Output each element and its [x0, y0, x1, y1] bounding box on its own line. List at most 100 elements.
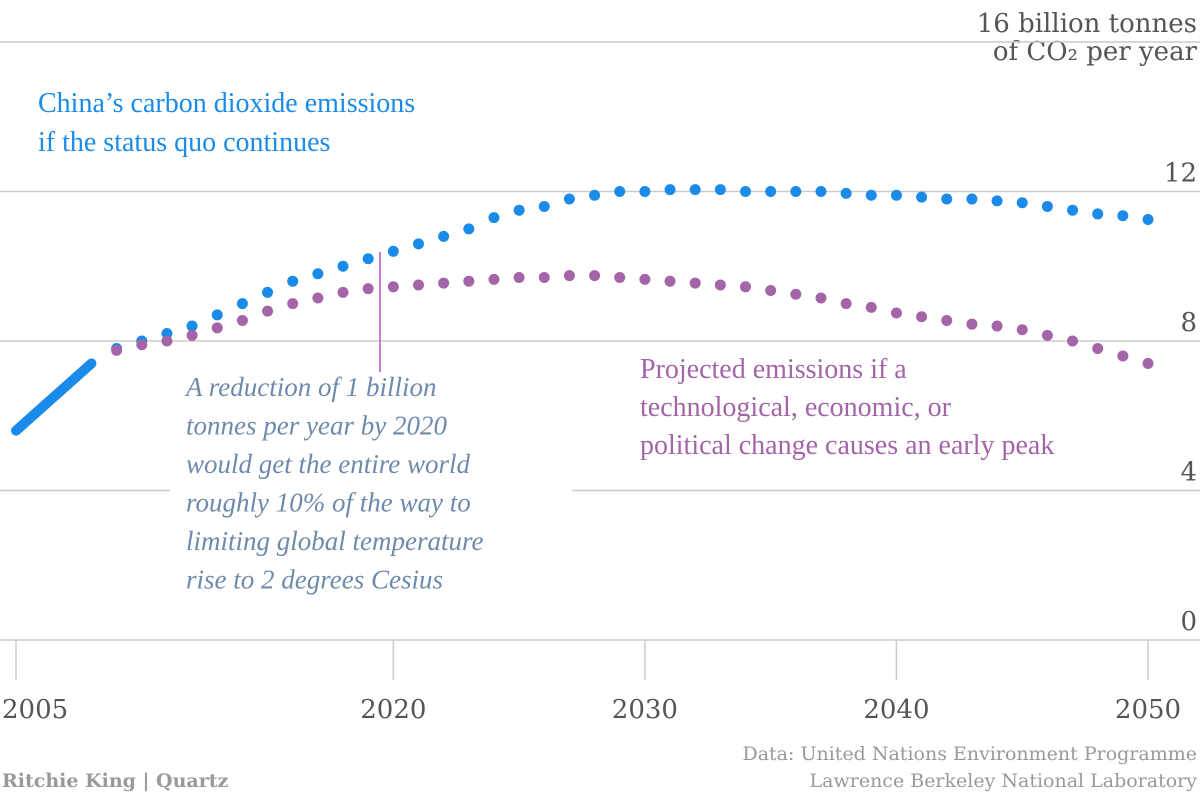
dot — [136, 339, 148, 351]
dot — [1041, 329, 1053, 341]
dot — [1117, 210, 1129, 222]
dot — [488, 212, 500, 224]
dot — [1067, 204, 1079, 216]
source: Data: United Nations Environment Program… — [742, 743, 1197, 765]
y-tick-label: 8 — [1180, 308, 1197, 338]
dot — [714, 279, 726, 291]
dot — [438, 277, 450, 289]
dot — [790, 186, 802, 197]
dot — [211, 309, 223, 321]
line — [11, 358, 97, 436]
x-tick-label: 2020 — [360, 695, 426, 725]
dot — [639, 273, 651, 285]
dot — [412, 238, 424, 250]
dot — [362, 283, 374, 295]
dot — [111, 344, 123, 356]
dot — [840, 187, 852, 199]
dot — [840, 298, 852, 310]
credit: Ritchie King | Quartz — [2, 770, 229, 792]
annotation: political change causes an early peak — [640, 430, 1054, 461]
dot — [337, 260, 349, 272]
dot — [740, 186, 752, 197]
dot — [689, 184, 701, 196]
dot — [966, 193, 978, 205]
dot — [1092, 342, 1104, 354]
y-tick-label: 4 — [1180, 458, 1197, 488]
dot — [488, 273, 500, 285]
dot — [287, 275, 299, 287]
dot — [639, 186, 651, 197]
dot — [262, 305, 274, 317]
x-tick-label: 2005 — [2, 695, 68, 725]
dot — [991, 195, 1003, 207]
dot — [438, 230, 450, 242]
dot — [890, 307, 902, 319]
annotation-background — [170, 372, 572, 606]
dot — [941, 314, 953, 326]
dot — [412, 279, 424, 291]
y-tick-label: 16 billion tonnes — [977, 9, 1197, 39]
dot — [916, 191, 928, 203]
dot — [211, 322, 223, 334]
dot — [463, 223, 475, 235]
annotation: Projected emissions if a — [640, 354, 907, 385]
source: Lawrence Berkeley National Laboratory — [810, 770, 1198, 792]
dot — [916, 311, 928, 323]
annotation: A reduction of 1 billion — [184, 372, 437, 402]
dot — [538, 271, 550, 283]
dot — [614, 271, 626, 283]
dot — [664, 275, 676, 287]
dot — [1067, 335, 1079, 347]
dot — [236, 314, 248, 326]
dot — [1016, 324, 1028, 336]
dot — [714, 184, 726, 196]
annotation: technological, economic, or — [640, 392, 952, 423]
dot — [262, 286, 274, 298]
dot — [186, 329, 198, 341]
dot — [236, 298, 248, 310]
x-tick-label: 2040 — [863, 695, 929, 725]
y-tick-label: 12 — [1164, 159, 1197, 189]
dot — [815, 186, 827, 197]
dot — [790, 288, 802, 300]
dot — [740, 281, 752, 293]
dot — [865, 189, 877, 201]
y-tick-label: 0 — [1180, 607, 1197, 637]
dot — [513, 204, 525, 216]
annotation: tonnes per year by 2020 — [186, 411, 447, 441]
annotation: rise to 2 degrees Cesius — [186, 565, 443, 595]
dot — [765, 285, 777, 297]
dot — [689, 277, 701, 289]
dot — [1142, 357, 1154, 369]
dot — [1041, 200, 1053, 212]
dot — [337, 286, 349, 298]
annotation: if the status quo continues — [38, 127, 330, 158]
dot — [1117, 350, 1129, 362]
dot — [312, 292, 324, 304]
dot — [865, 301, 877, 313]
dot — [815, 292, 827, 304]
dot — [362, 253, 374, 265]
annotation: would get the entire world — [186, 449, 470, 479]
annotation-background — [625, 355, 1175, 470]
dot — [513, 271, 525, 283]
annotation: China’s carbon dioxide emissions — [38, 88, 415, 119]
x-tick-label: 2030 — [612, 695, 678, 725]
dot — [387, 281, 399, 293]
annotation: limiting global temperature — [186, 526, 483, 556]
dot — [186, 320, 198, 332]
dot — [312, 268, 324, 280]
dot — [463, 275, 475, 287]
dot — [614, 186, 626, 197]
dot — [563, 193, 575, 205]
dot — [890, 189, 902, 201]
dot — [1092, 208, 1104, 220]
dot — [966, 318, 978, 330]
dot — [563, 270, 575, 282]
dot — [387, 245, 399, 257]
dot — [589, 270, 601, 282]
dot — [589, 189, 601, 201]
dot — [1016, 197, 1028, 209]
dot — [1142, 214, 1154, 226]
